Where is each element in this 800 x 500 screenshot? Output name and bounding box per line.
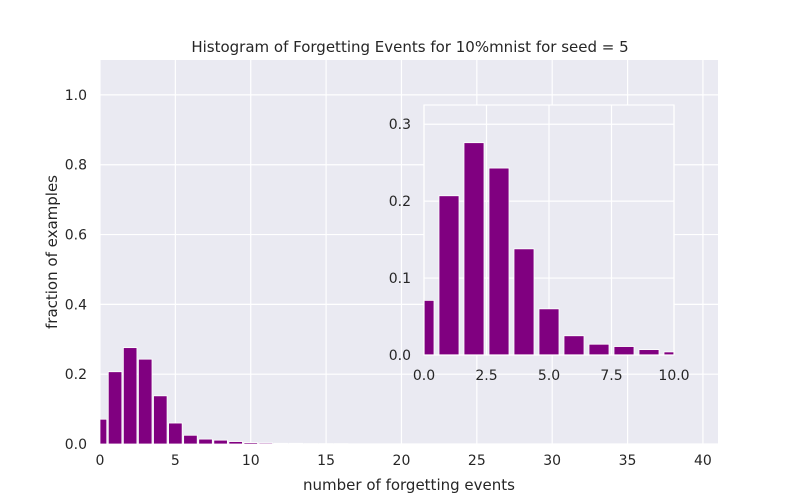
main-bar — [258, 442, 273, 445]
main-bar — [228, 441, 243, 445]
chart-title: Histogram of Forgetting Events for 10%mn… — [191, 38, 628, 56]
main-x-tick-label: 15 — [317, 453, 335, 469]
inset-bar — [513, 248, 535, 356]
main-y-tick-label: 0.8 — [65, 158, 87, 174]
inset-x-tick-labels: 0.0 2.5 5.0 7.5 10.0 — [413, 368, 690, 384]
inset-bar — [638, 349, 660, 356]
main-x-tick-label: 10 — [242, 453, 260, 469]
inset-x-tick-label: 7.5 — [600, 368, 622, 384]
main-x-tick-label: 0 — [96, 453, 105, 469]
inset-bar — [563, 335, 585, 356]
inset-bar — [588, 343, 610, 356]
inset-x-tick-label: 5.0 — [538, 368, 560, 384]
inset-x-tick-label: 0.0 — [413, 368, 435, 384]
main-bars — [99, 347, 349, 445]
inset-bar — [463, 142, 485, 356]
main-x-tick-label: 5 — [171, 453, 180, 469]
main-x-tick-label: 20 — [393, 453, 411, 469]
inset-bar — [438, 195, 460, 356]
inset-y-tick-label: 0.1 — [389, 271, 411, 287]
main-x-tick-label: 25 — [468, 453, 486, 469]
main-y-tick-label: 1.0 — [65, 88, 87, 104]
inset-y-tick-label: 0.0 — [389, 348, 411, 364]
main-bar — [213, 439, 228, 445]
inset-x-tick-label: 10.0 — [658, 368, 689, 384]
main-bar — [273, 442, 289, 445]
main-y-tick-label: 0.2 — [65, 367, 87, 383]
main-x-tick-label: 40 — [694, 453, 712, 469]
main-bar — [243, 442, 258, 445]
main-y-tick-label: 0.6 — [65, 228, 87, 244]
inset-bar — [488, 167, 510, 356]
main-bar — [122, 347, 138, 445]
inset-bar — [538, 308, 560, 356]
inset-bar — [423, 299, 435, 356]
main-bar — [288, 442, 304, 445]
main-x-tick-labels: 0 5 10 15 20 25 30 35 40 — [96, 453, 712, 469]
main-y-tick-label: 0.0 — [65, 437, 87, 453]
inset-frame — [423, 104, 675, 356]
main-bar — [138, 358, 153, 445]
main-bar — [99, 418, 108, 445]
main-bar — [107, 371, 123, 445]
main-bar — [198, 438, 213, 445]
y-axis-label: fraction of examples — [43, 175, 61, 329]
inset-bar — [613, 346, 635, 356]
inset-y-tick-label: 0.2 — [389, 194, 411, 210]
main-bar — [153, 395, 168, 445]
inset-bars — [423, 142, 675, 356]
inset-x-tick-label: 2.5 — [475, 368, 497, 384]
inset-y-tick-labels: 0.0 0.1 0.2 0.3 — [389, 117, 411, 364]
x-axis-label: number of forgetting events — [303, 476, 515, 494]
main-bar — [183, 434, 198, 445]
main-x-tick-label: 30 — [543, 453, 561, 469]
main-y-tick-label: 0.4 — [65, 297, 87, 313]
main-y-tick-labels: 0.0 0.2 0.4 0.6 0.8 1.0 — [65, 88, 87, 453]
main-x-tick-label: 35 — [619, 453, 637, 469]
inset-y-tick-label: 0.3 — [389, 117, 411, 133]
main-bar — [168, 422, 183, 445]
